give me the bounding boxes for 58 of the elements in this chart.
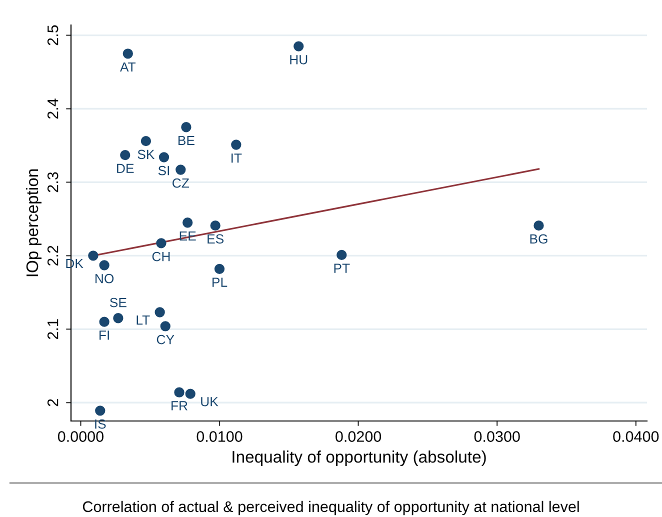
data-label: IS (95, 419, 106, 429)
data-label: LT (136, 316, 150, 325)
point (160, 321, 170, 332)
point (534, 220, 544, 231)
data-label: AT (120, 62, 136, 72)
point (154, 307, 165, 318)
x-tick-label: 0.0100 (196, 431, 242, 442)
y-tick-label: 2.3 (47, 172, 58, 192)
x-tick-label: 0.0400 (613, 431, 659, 442)
point (99, 260, 110, 270)
x-axis-title: Inequality of opportunity (absolute) (232, 450, 486, 466)
y-tick-label: 2 (47, 399, 58, 406)
data-label: IT (232, 154, 242, 163)
y-tick-label: 2.4 (47, 98, 58, 119)
point (176, 164, 186, 175)
point (231, 140, 242, 150)
text: Correlation of actual & perceived inequality of opportunity at national level (82, 500, 579, 516)
point (95, 406, 106, 416)
point (158, 152, 170, 162)
point (113, 313, 124, 324)
y-axis-title: IOp perception (26, 169, 42, 276)
x-tick-label: 0.0300 (474, 431, 520, 442)
point (140, 136, 152, 146)
point (214, 264, 225, 274)
point (210, 220, 220, 231)
point (174, 387, 184, 398)
data-label: SI (158, 166, 170, 176)
data-label: BE (178, 136, 194, 146)
data-label: SK (138, 150, 155, 160)
point (99, 316, 110, 327)
x-tick-label: 0.0200 (336, 431, 382, 442)
y-tick-label: 2.5 (47, 25, 58, 46)
data-label: CY (156, 334, 174, 344)
point (185, 388, 196, 399)
point (336, 250, 347, 260)
data-label: ES (208, 234, 224, 244)
data-label: CH (152, 252, 170, 262)
data-label: SE (110, 298, 126, 308)
data-label: HU (290, 55, 308, 64)
point (120, 150, 130, 160)
point (294, 41, 304, 52)
x-tick-label: 0.0000 (58, 431, 104, 442)
y-tick-label: 2.1 (47, 319, 58, 340)
data-label: DE (117, 164, 134, 173)
point (156, 238, 166, 248)
point (182, 218, 193, 228)
point (122, 48, 133, 59)
data-label: PL (212, 278, 228, 287)
point (88, 250, 98, 261)
y-tick-label: 2.2 (47, 246, 58, 266)
data-label: UK (201, 397, 218, 406)
point (181, 122, 192, 132)
data-label: FR (172, 401, 188, 410)
data-label: NO (95, 274, 114, 284)
data-label: FI (100, 330, 109, 340)
data-label: PT (334, 264, 350, 273)
data-label: CZ (172, 178, 190, 188)
data-label: BG (530, 234, 548, 244)
